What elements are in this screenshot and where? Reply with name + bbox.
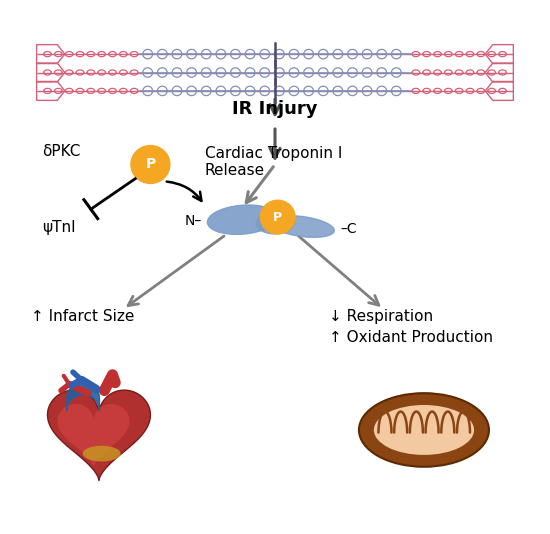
Text: P: P: [273, 210, 282, 224]
Polygon shape: [47, 390, 150, 481]
Circle shape: [260, 200, 295, 234]
Text: ↑ Oxidant Production: ↑ Oxidant Production: [329, 331, 493, 345]
Ellipse shape: [270, 216, 334, 237]
Circle shape: [131, 146, 170, 183]
Text: N–: N–: [185, 214, 202, 227]
Polygon shape: [58, 404, 130, 467]
Ellipse shape: [374, 405, 474, 455]
Ellipse shape: [82, 446, 120, 461]
Text: P: P: [145, 158, 156, 171]
Ellipse shape: [207, 205, 278, 234]
Text: ↓ Respiration: ↓ Respiration: [329, 309, 433, 325]
Text: ψTnI: ψTnI: [42, 220, 76, 235]
Text: –C: –C: [340, 222, 356, 235]
Ellipse shape: [256, 213, 294, 234]
Text: IR Injury: IR Injury: [232, 100, 318, 119]
Text: δPKC: δPKC: [42, 144, 80, 159]
Ellipse shape: [359, 393, 489, 467]
Text: ↑ Infarct Size: ↑ Infarct Size: [31, 309, 135, 325]
Text: Cardiac Troponin I
Release: Cardiac Troponin I Release: [205, 146, 342, 178]
